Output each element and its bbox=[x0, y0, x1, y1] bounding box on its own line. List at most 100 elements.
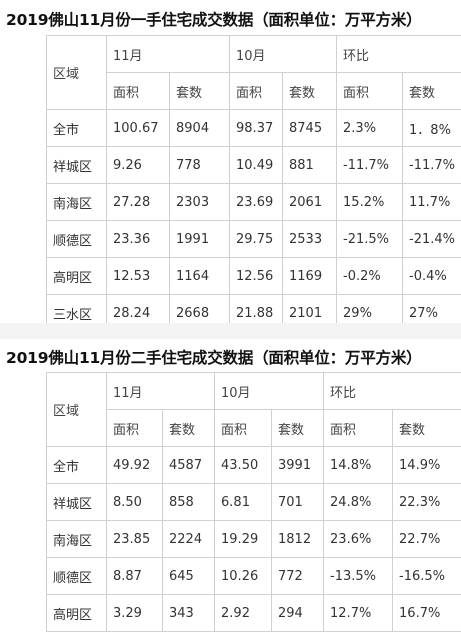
region-cell: 顺德区 bbox=[47, 221, 107, 258]
value-cell: 23.36 bbox=[107, 221, 170, 258]
value-cell: -0.2% bbox=[337, 258, 403, 295]
header-period-mom: 环比 bbox=[324, 373, 461, 410]
value-cell: 12.7% bbox=[324, 595, 393, 632]
value-cell: 2061 bbox=[283, 184, 337, 221]
subheader-cell: 套数 bbox=[272, 410, 324, 447]
value-cell: -11.7% bbox=[403, 147, 461, 184]
value-cell: 14.8% bbox=[324, 447, 393, 484]
table-header-row: 区域 11月 10月 环比 bbox=[47, 36, 461, 73]
table-subheader-row: 面积 套数 面积 套数 面积 套数 bbox=[47, 410, 461, 447]
value-cell: 24.8% bbox=[324, 484, 393, 521]
value-cell: 9.26 bbox=[107, 147, 170, 184]
value-cell: -11.7% bbox=[337, 147, 403, 184]
value-cell: 1812 bbox=[272, 521, 324, 558]
value-cell: 23.69 bbox=[230, 184, 283, 221]
value-cell: 8904 bbox=[170, 110, 230, 147]
value-cell: -21.4% bbox=[403, 221, 461, 258]
header-period-mom: 环比 bbox=[337, 36, 461, 73]
value-cell: 294 bbox=[272, 595, 324, 632]
subheader-cell: 套数 bbox=[170, 73, 230, 110]
value-cell: 772 bbox=[272, 558, 324, 595]
subheader-cell: 面积 bbox=[337, 73, 403, 110]
table-header-row: 区域 11月 10月 环比 bbox=[47, 373, 461, 410]
section-1-title: 2019佛山11月份一手住宅成交数据（面积单位：万平方米） bbox=[6, 8, 421, 30]
value-cell: 8745 bbox=[283, 110, 337, 147]
section-1-title-text: 佛山11月份一手住宅成交数据（面积单位：万平方米） bbox=[48, 11, 421, 29]
value-cell: 100.67 bbox=[107, 110, 170, 147]
value-cell: 23.6% bbox=[324, 521, 393, 558]
value-cell: -13.5% bbox=[324, 558, 393, 595]
value-cell: 343 bbox=[163, 595, 215, 632]
region-cell: 南海区 bbox=[47, 521, 107, 558]
value-cell: 8.50 bbox=[107, 484, 163, 521]
value-cell: 778 bbox=[170, 147, 230, 184]
value-cell: 10.49 bbox=[230, 147, 283, 184]
section-divider bbox=[0, 323, 461, 339]
value-cell: 23.85 bbox=[107, 521, 163, 558]
section-2-title-text: 佛山11月份二手住宅成交数据（面积单位：万平方米） bbox=[48, 349, 421, 367]
value-cell: 1164 bbox=[170, 258, 230, 295]
value-cell: 4587 bbox=[163, 447, 215, 484]
header-period-oct: 10月 bbox=[215, 373, 324, 410]
subheader-cell: 套数 bbox=[393, 410, 461, 447]
region-cell: 全市 bbox=[47, 447, 107, 484]
header-region: 区域 bbox=[47, 373, 107, 447]
subheader-cell: 面积 bbox=[324, 410, 393, 447]
value-cell: 701 bbox=[272, 484, 324, 521]
region-cell: 祥城区 bbox=[47, 484, 107, 521]
value-cell: 2.92 bbox=[215, 595, 272, 632]
value-cell: 11.7% bbox=[403, 184, 461, 221]
subheader-cell: 面积 bbox=[107, 410, 163, 447]
value-cell: 27.28 bbox=[107, 184, 170, 221]
subheader-cell: 套数 bbox=[283, 73, 337, 110]
section-2-title-year: 2019 bbox=[6, 349, 48, 367]
region-cell: 祥城区 bbox=[47, 147, 107, 184]
value-cell: 49.92 bbox=[107, 447, 163, 484]
value-cell: 645 bbox=[163, 558, 215, 595]
subheader-cell: 套数 bbox=[163, 410, 215, 447]
value-cell: 22.3% bbox=[393, 484, 461, 521]
value-cell: -0.4% bbox=[403, 258, 461, 295]
value-cell: 1169 bbox=[283, 258, 337, 295]
region-cell: 全市 bbox=[47, 110, 107, 147]
value-cell: 98.37 bbox=[230, 110, 283, 147]
value-cell: 1991 bbox=[170, 221, 230, 258]
header-period-nov: 11月 bbox=[107, 36, 230, 73]
section-2-title: 2019佛山11月份二手住宅成交数据（面积单位：万平方米） bbox=[6, 346, 421, 368]
value-cell: 43.50 bbox=[215, 447, 272, 484]
value-cell: 1．8% bbox=[403, 110, 461, 147]
table-subheader-row: 面积 套数 面积 套数 面积 套数 bbox=[47, 73, 461, 110]
region-cell: 高明区 bbox=[47, 595, 107, 632]
value-cell: 16.7% bbox=[393, 595, 461, 632]
value-cell: -16.5% bbox=[393, 558, 461, 595]
region-cell: 高明区 bbox=[47, 258, 107, 295]
value-cell: 14.9% bbox=[393, 447, 461, 484]
value-cell: 22.7% bbox=[393, 521, 461, 558]
subheader-cell: 面积 bbox=[215, 410, 272, 447]
header-period-oct: 10月 bbox=[230, 36, 337, 73]
value-cell: 10.26 bbox=[215, 558, 272, 595]
value-cell: -21.5% bbox=[337, 221, 403, 258]
value-cell: 15.2% bbox=[337, 184, 403, 221]
value-cell: 2303 bbox=[170, 184, 230, 221]
value-cell: 12.56 bbox=[230, 258, 283, 295]
subheader-cell: 面积 bbox=[107, 73, 170, 110]
region-cell: 南海区 bbox=[47, 184, 107, 221]
value-cell: 881 bbox=[283, 147, 337, 184]
subheader-cell: 套数 bbox=[403, 73, 461, 110]
header-region: 区域 bbox=[47, 36, 107, 110]
value-cell: 12.53 bbox=[107, 258, 170, 295]
subheader-cell: 面积 bbox=[230, 73, 283, 110]
value-cell: 858 bbox=[163, 484, 215, 521]
